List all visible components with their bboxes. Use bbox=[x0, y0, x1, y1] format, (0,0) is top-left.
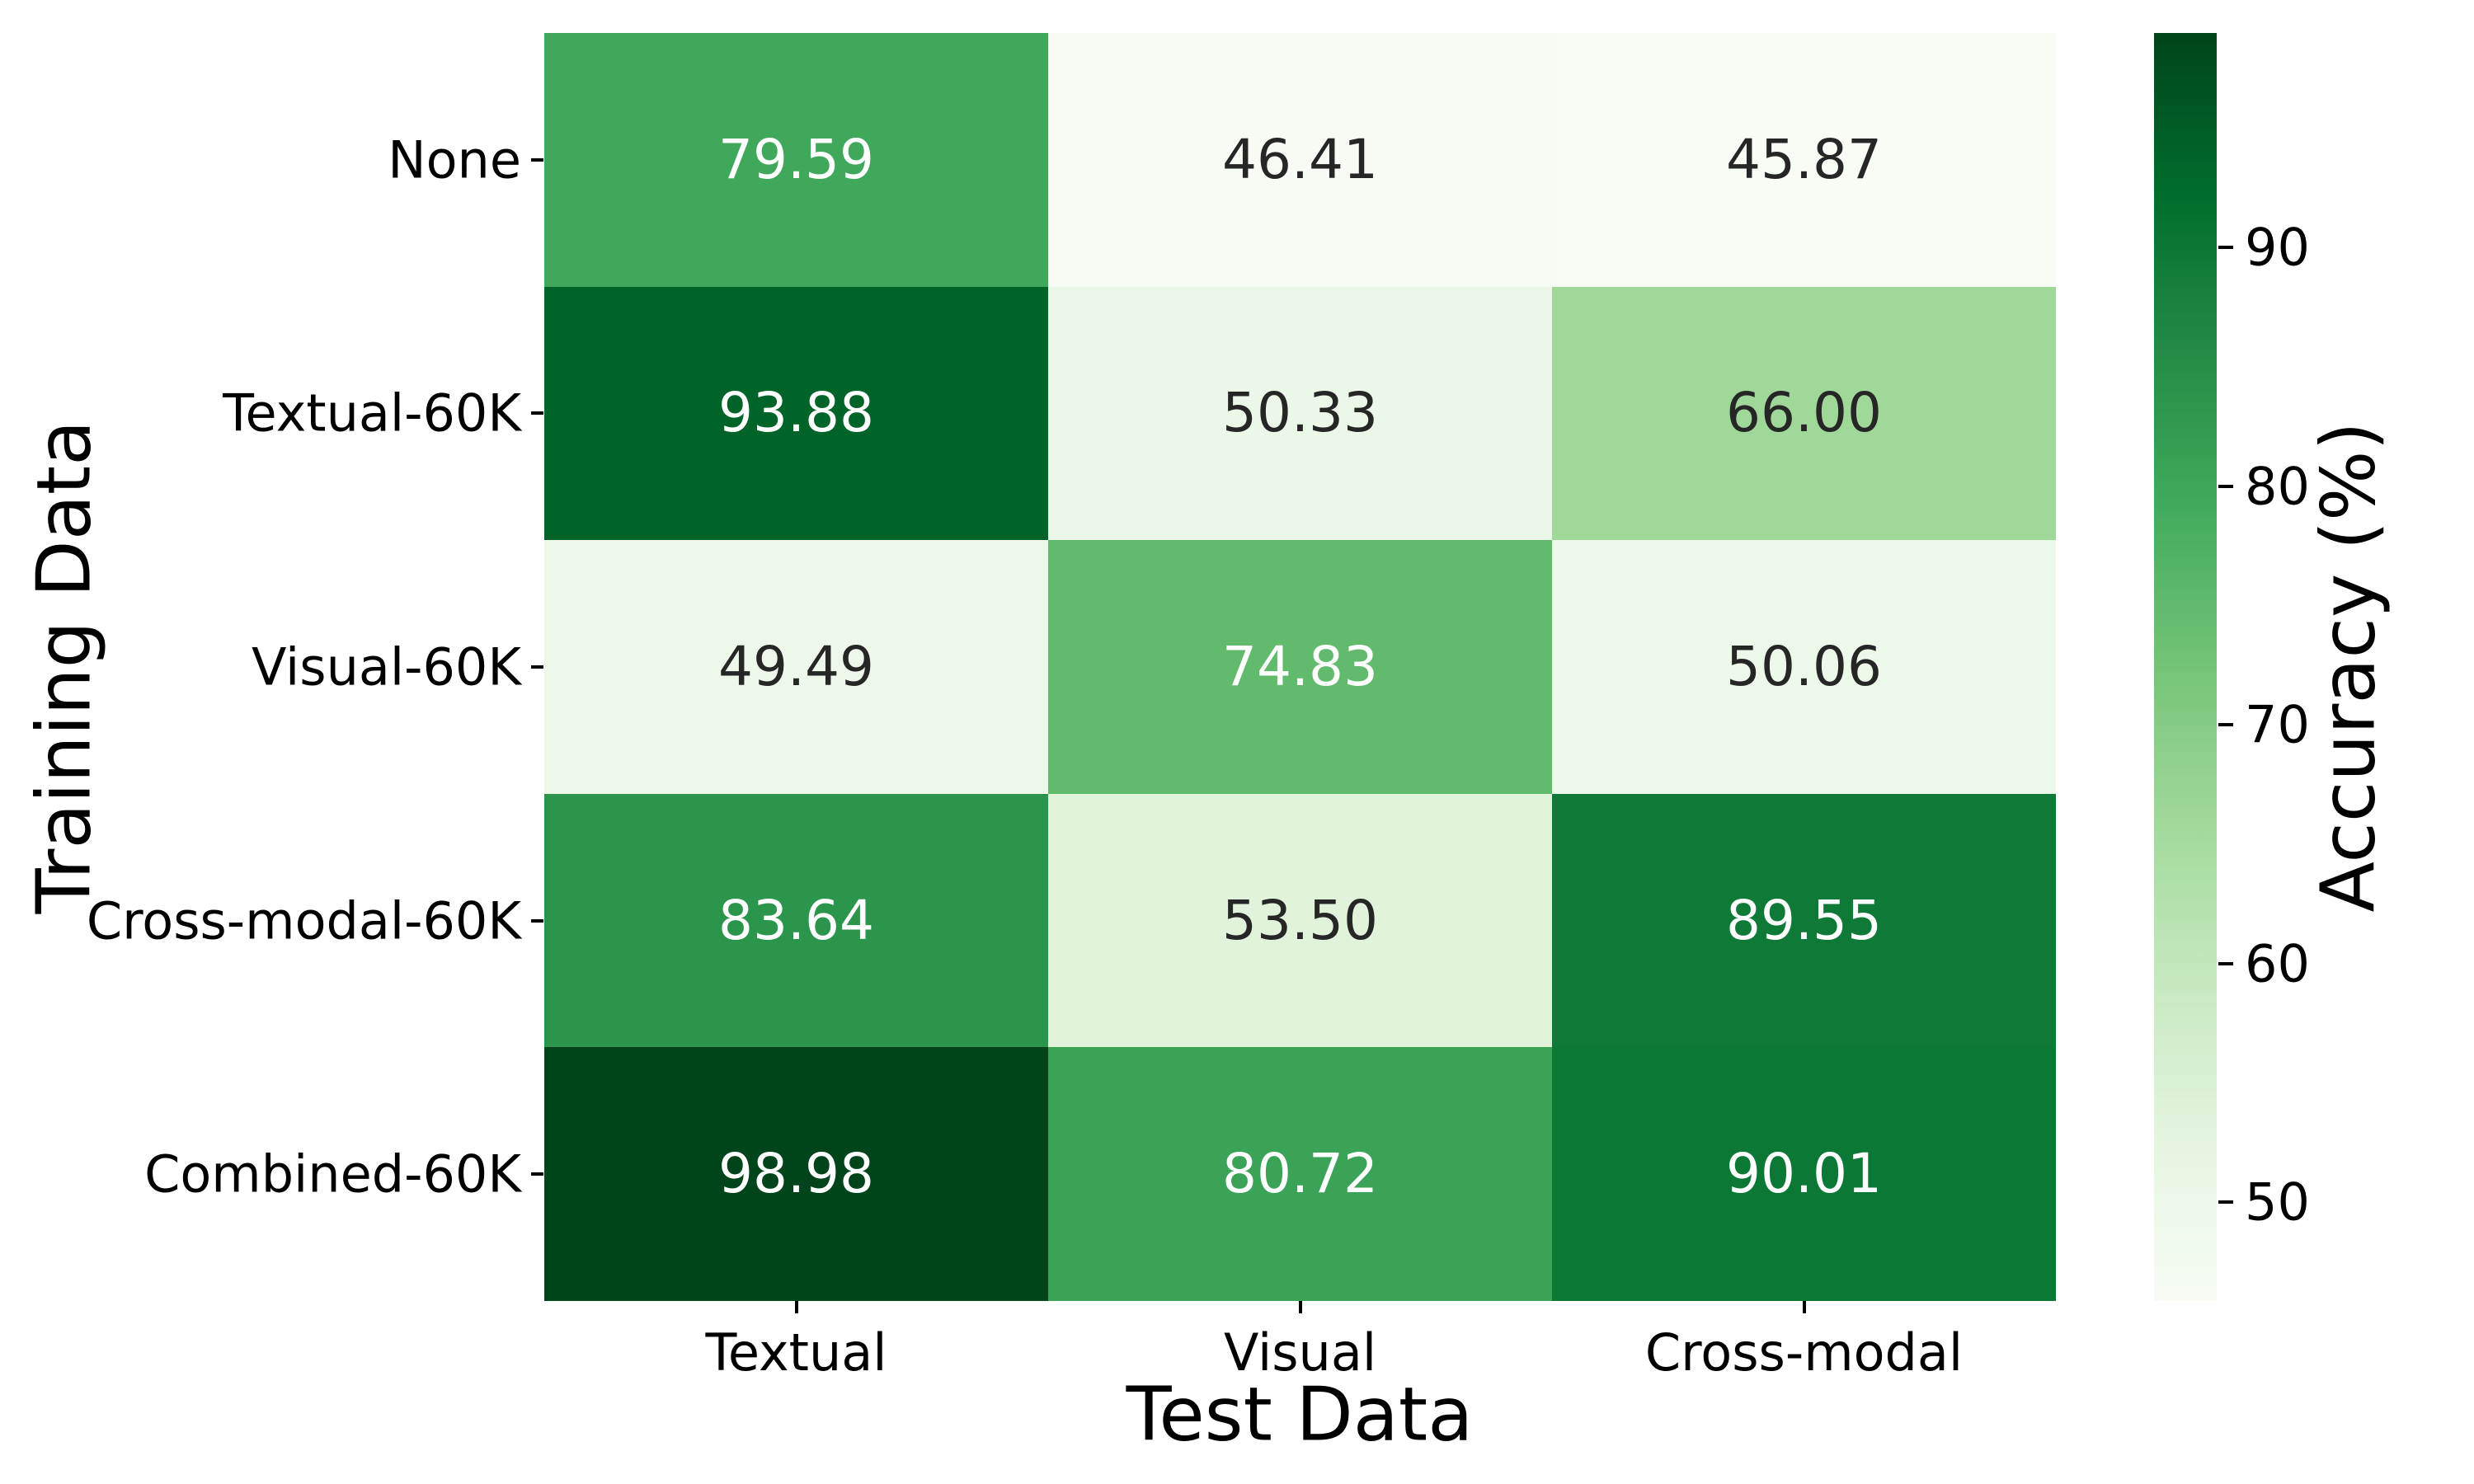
colorbar-tick-label-70: 70 bbox=[2245, 694, 2310, 755]
y-tick-label-Textual-60K: Textual-60K bbox=[223, 383, 521, 444]
heatmap-plot-area: 79.59 46.41 45.87 93.88 50.33 66.00 49.49 74.83… bbox=[544, 33, 2056, 1301]
colorbar-tick-label-90: 90 bbox=[2245, 217, 2310, 278]
x-tick-label-Textual: Textual bbox=[705, 1322, 887, 1383]
y-tick-label-None: None bbox=[388, 129, 521, 190]
cell-value: 80.72 bbox=[1222, 1142, 1378, 1206]
heatmap-cell-Combined-60K-Cross-modal: 90.01 bbox=[1551, 1047, 2056, 1301]
cell-value: 66.00 bbox=[1726, 381, 1882, 445]
colorbar-axis-label: Accuracy (%) bbox=[2305, 421, 2392, 913]
cell-value: 49.49 bbox=[718, 634, 874, 698]
x-tick-label-Cross-modal: Cross-modal bbox=[1644, 1322, 1964, 1383]
y-tick-mark bbox=[531, 1172, 543, 1176]
cell-value: 83.64 bbox=[718, 888, 874, 952]
heatmap-cell-None-Textual: 79.59 bbox=[544, 33, 1048, 287]
colorbar-tick-label-60: 60 bbox=[2245, 933, 2310, 994]
heatmap-cell-Visual-60K-Textual: 49.49 bbox=[544, 540, 1048, 794]
cell-value: 53.50 bbox=[1222, 888, 1378, 952]
heatmap-cell-Combined-60K-Textual: 98.98 bbox=[544, 1047, 1048, 1301]
colorbar-tick-mark bbox=[2218, 723, 2233, 727]
colorbar-tick-mark bbox=[2218, 484, 2233, 488]
x-tick-label-Visual: Visual bbox=[1223, 1322, 1377, 1383]
heatmap-cell-Cross-modal-60K-Textual: 83.64 bbox=[544, 793, 1048, 1048]
heatmap-cell-Cross-modal-60K-Visual: 53.50 bbox=[1047, 793, 1552, 1048]
y-tick-mark bbox=[531, 665, 543, 669]
cell-value: 46.41 bbox=[1222, 127, 1378, 191]
y-tick-mark bbox=[531, 157, 543, 162]
colorbar-gradient bbox=[2154, 33, 2217, 1301]
y-tick-mark bbox=[531, 918, 543, 923]
cell-value: 79.59 bbox=[718, 127, 874, 191]
heatmap-cell-Textual-60K-Cross-modal: 66.00 bbox=[1551, 286, 2056, 541]
colorbar-tick-label-80: 80 bbox=[2245, 456, 2310, 517]
y-tick-mark bbox=[531, 411, 543, 416]
cell-value: 74.83 bbox=[1222, 634, 1378, 698]
x-tick-mark bbox=[1298, 1301, 1302, 1313]
heatmap-cell-Cross-modal-60K-Cross-modal: 89.55 bbox=[1551, 793, 2056, 1048]
x-tick-mark bbox=[1802, 1301, 1806, 1313]
cell-value: 50.06 bbox=[1726, 634, 1882, 698]
cell-value: 93.88 bbox=[718, 381, 874, 445]
heatmap-cell-Combined-60K-Visual: 80.72 bbox=[1047, 1047, 1552, 1301]
colorbar-tick-mark bbox=[2218, 961, 2233, 965]
colorbar-tick-mark bbox=[2218, 246, 2233, 250]
cell-value: 50.33 bbox=[1222, 381, 1378, 445]
heatmap-cell-Visual-60K-Visual: 74.83 bbox=[1047, 540, 1552, 794]
colorbar-tick-label-50: 50 bbox=[2245, 1172, 2310, 1233]
heatmap-cell-Visual-60K-Cross-modal: 50.06 bbox=[1551, 540, 2056, 794]
cell-value: 45.87 bbox=[1726, 127, 1882, 191]
heatmap-cell-None-Cross-modal: 45.87 bbox=[1551, 33, 2056, 287]
heatmap-cell-None-Visual: 46.41 bbox=[1047, 33, 1552, 287]
colorbar-tick-mark bbox=[2218, 1200, 2233, 1205]
cell-value: 90.01 bbox=[1726, 1142, 1882, 1206]
cell-value: 89.55 bbox=[1726, 888, 1882, 952]
x-axis-label: Test Data bbox=[1126, 1371, 1474, 1458]
heatmap-cell-Textual-60K-Visual: 50.33 bbox=[1047, 286, 1552, 541]
y-tick-label-Combined-60K: Combined-60K bbox=[144, 1144, 521, 1205]
y-tick-label-Visual-60K: Visual-60K bbox=[251, 636, 521, 697]
y-tick-label-Cross-modal-60K: Cross-modal-60K bbox=[86, 890, 521, 951]
x-tick-mark bbox=[794, 1301, 798, 1313]
cell-value: 98.98 bbox=[718, 1142, 874, 1206]
heatmap-cell-Textual-60K-Textual: 93.88 bbox=[544, 286, 1048, 541]
